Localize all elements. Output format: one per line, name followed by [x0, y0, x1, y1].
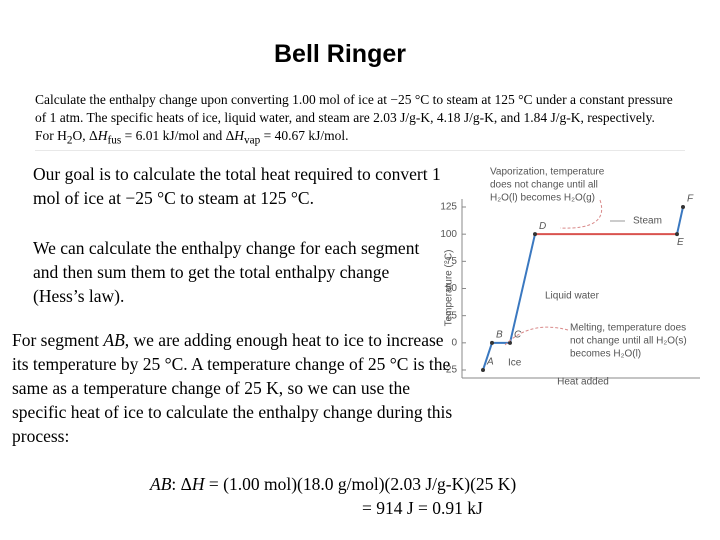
point-label: E — [677, 237, 684, 248]
point-label: D — [539, 221, 546, 232]
text: AB — [103, 330, 125, 350]
point — [481, 368, 485, 372]
paragraph: Our goal is to calculate the total heat … — [33, 164, 441, 208]
y-tick-label: 100 — [440, 229, 457, 240]
annotation: Vaporization, temperature — [490, 167, 605, 178]
y-tick-label: 25 — [446, 310, 458, 321]
y-axis-label: Temperature (°C) — [444, 250, 455, 327]
point-label: A — [486, 357, 494, 368]
point-label: C — [514, 329, 522, 340]
leader — [559, 199, 602, 229]
divider — [35, 150, 685, 151]
point — [508, 340, 512, 345]
label-ice: Ice — [508, 358, 522, 369]
point — [681, 205, 685, 209]
annotation: does not change until all — [490, 180, 598, 191]
annotation: Melting, temperature does — [570, 323, 686, 334]
annotation: H₂O(l) becomes H₂O(g) — [490, 193, 595, 204]
paragraph: For segment AB, we are adding enough hea… — [12, 328, 460, 448]
text: = 6.01 kJ/mol and Δ — [121, 128, 235, 143]
label-liquid: Liquid water — [545, 291, 600, 302]
text: = (1.00 mol)(18.0 g/mol)(2.03 J/g-K)(25 … — [204, 474, 517, 494]
point — [675, 232, 679, 237]
curve-segment — [509, 233, 536, 344]
text: For segment — [12, 330, 104, 350]
curve-segment — [482, 342, 493, 371]
label-steam: Steam — [633, 216, 662, 227]
point — [490, 340, 494, 345]
curve-segment — [676, 206, 684, 235]
text: H — [97, 128, 108, 143]
annotation: not change until all H₂O(s) — [570, 336, 687, 347]
equation: AB: ΔH = (1.00 mol)(18.0 g/mol)(2.03 J/g… — [150, 474, 516, 495]
intro: Calculate the enthalpy change upon conve… — [35, 91, 675, 150]
leader — [504, 326, 569, 346]
text: H — [191, 474, 205, 494]
point — [533, 232, 537, 237]
text: O, Δ — [72, 128, 98, 143]
y-tick-label: 75 — [446, 256, 458, 267]
point-label: F — [687, 194, 694, 205]
text: vap — [244, 134, 261, 147]
text: Calculate the enthalpy change upon conve… — [35, 92, 673, 143]
text: 2 — [66, 134, 73, 147]
point-label: B — [496, 329, 503, 340]
result: = 914 J = 0.91 kJ — [362, 498, 483, 518]
title: Bell Ringer — [274, 40, 406, 68]
x-axis-label: Heat added — [557, 377, 609, 388]
text: H — [234, 128, 244, 143]
y-tick-label: 50 — [446, 283, 458, 294]
text: , we are adding enough heat to ice to in… — [12, 330, 453, 446]
paragraph: We can calculate the enthalpy change for… — [33, 238, 420, 306]
annotation: becomes H₂O(l) — [570, 349, 641, 360]
text: AB — [150, 474, 172, 494]
text: = 40.67 kJ/mol. — [260, 128, 349, 143]
text: : Δ — [171, 474, 192, 494]
text: fus — [107, 134, 122, 147]
